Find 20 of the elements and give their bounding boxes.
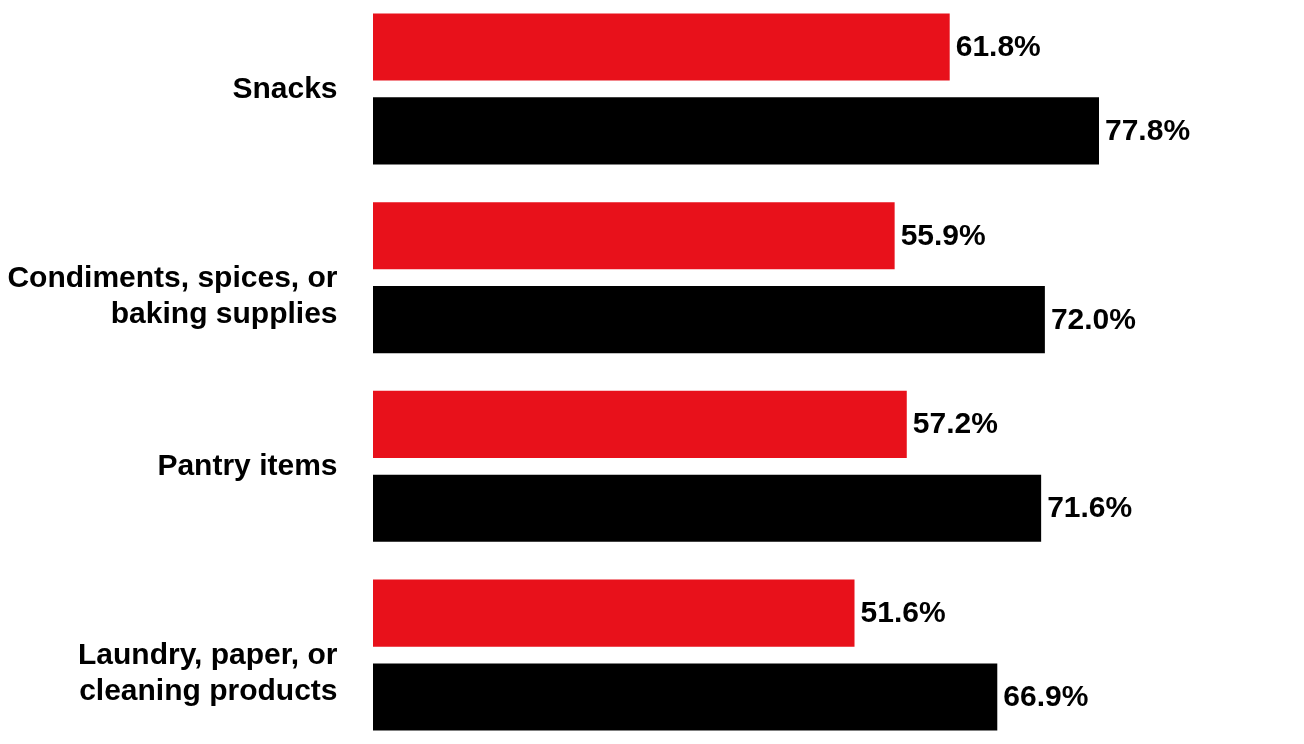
bar: [373, 579, 855, 647]
bar: [373, 474, 1042, 542]
data-label: 71.6%: [1047, 490, 1133, 524]
y-tick-label: Snacks: [232, 70, 338, 104]
data-label: 77.8%: [1105, 112, 1191, 146]
data-label: 55.9%: [900, 217, 986, 251]
y-tick-label: Condiments, spices, or baking supplies: [7, 259, 338, 329]
bar: [373, 663, 998, 731]
bar: [373, 286, 1045, 354]
data-label: 51.6%: [860, 595, 946, 629]
data-label: 66.9%: [1003, 679, 1089, 713]
bar: [373, 97, 1099, 165]
y-tick-label: Pantry items: [157, 448, 338, 482]
data-label: 72.0%: [1050, 301, 1136, 335]
y-tick-label: Laundry, paper, or cleaning products: [78, 637, 338, 707]
data-label: 61.8%: [955, 28, 1041, 62]
data-label: 57.2%: [912, 406, 998, 440]
bar: [373, 13, 950, 81]
bar: [373, 390, 907, 458]
bar: [373, 202, 895, 270]
